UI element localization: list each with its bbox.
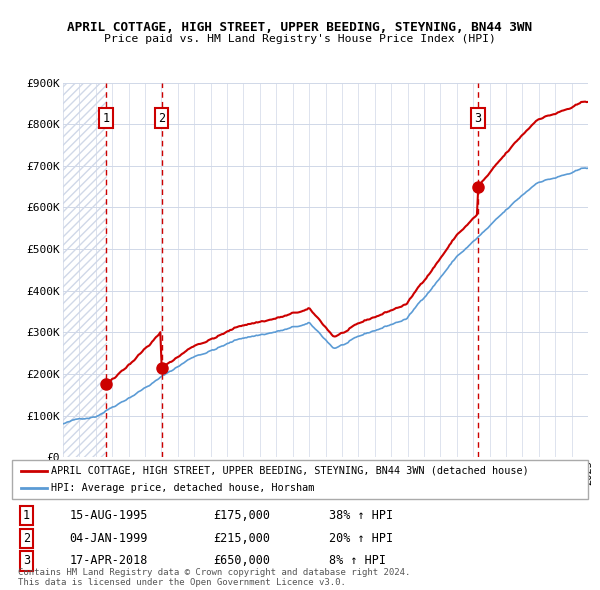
- Text: HPI: Average price, detached house, Horsham: HPI: Average price, detached house, Hors…: [51, 483, 314, 493]
- Text: 3: 3: [23, 555, 30, 568]
- Text: APRIL COTTAGE, HIGH STREET, UPPER BEEDING, STEYNING, BN44 3WN: APRIL COTTAGE, HIGH STREET, UPPER BEEDIN…: [67, 21, 533, 34]
- Text: £215,000: £215,000: [214, 532, 271, 545]
- Text: 3: 3: [475, 112, 481, 124]
- Text: 38% ↑ HPI: 38% ↑ HPI: [329, 509, 393, 522]
- Text: £175,000: £175,000: [214, 509, 271, 522]
- Text: £650,000: £650,000: [214, 555, 271, 568]
- Text: 04-JAN-1999: 04-JAN-1999: [70, 532, 148, 545]
- FancyBboxPatch shape: [12, 460, 588, 499]
- Text: 8% ↑ HPI: 8% ↑ HPI: [329, 555, 386, 568]
- Text: 1: 1: [103, 112, 110, 124]
- Text: Contains HM Land Registry data © Crown copyright and database right 2024.
This d: Contains HM Land Registry data © Crown c…: [18, 568, 410, 587]
- Text: 15-AUG-1995: 15-AUG-1995: [70, 509, 148, 522]
- Text: 1: 1: [23, 509, 30, 522]
- Text: 20% ↑ HPI: 20% ↑ HPI: [329, 532, 393, 545]
- Text: Price paid vs. HM Land Registry's House Price Index (HPI): Price paid vs. HM Land Registry's House …: [104, 34, 496, 44]
- Text: 17-APR-2018: 17-APR-2018: [70, 555, 148, 568]
- Text: APRIL COTTAGE, HIGH STREET, UPPER BEEDING, STEYNING, BN44 3WN (detached house): APRIL COTTAGE, HIGH STREET, UPPER BEEDIN…: [51, 466, 529, 476]
- Text: 2: 2: [23, 532, 30, 545]
- Text: 2: 2: [158, 112, 165, 124]
